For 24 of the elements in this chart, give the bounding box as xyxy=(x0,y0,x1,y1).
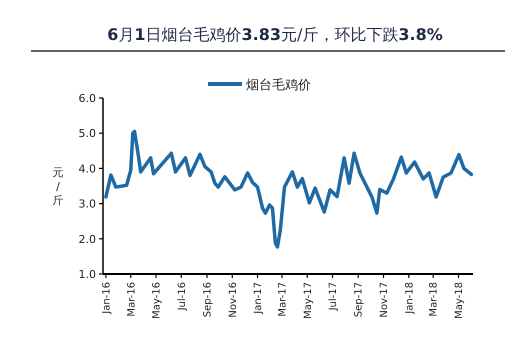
x-tick-label: Jul-16 xyxy=(176,282,188,312)
x-tick-label: Jan-18 xyxy=(404,282,416,315)
x-tick-label: Mar-18 xyxy=(428,282,440,317)
y-axis-title: 元/斤 xyxy=(52,166,64,207)
x-tick-label: Mar-17 xyxy=(277,282,288,317)
legend-label: 烟台毛鸡价 xyxy=(246,78,311,93)
x-tick-label: Sep-16 xyxy=(202,282,214,318)
y-tick-label: 6.0 xyxy=(78,92,96,105)
x-tick-label: Nov-17 xyxy=(379,282,390,318)
y-tick-label: 5.0 xyxy=(78,127,96,140)
line-series xyxy=(104,130,474,249)
y-tick-label: 3.0 xyxy=(78,198,96,211)
x-tick-label: May-16 xyxy=(152,282,163,319)
x-tick-label: May-18 xyxy=(454,282,465,319)
x-tick-label: Mar-16 xyxy=(126,282,138,317)
x-tick-label: Sep-17 xyxy=(354,282,365,318)
x-tick-label: Nov-16 xyxy=(228,282,239,318)
y-tick-label: 4.0 xyxy=(78,162,96,176)
x-tick-label: Jul-17 xyxy=(328,282,340,312)
y-tick-label: 2.0 xyxy=(78,232,96,246)
y-tick-label: 1.0 xyxy=(78,268,96,281)
x-tick-label: Jan-17 xyxy=(253,282,264,315)
x-tick-label: May-17 xyxy=(302,282,314,319)
x-tick-label: Jan-16 xyxy=(101,282,112,315)
